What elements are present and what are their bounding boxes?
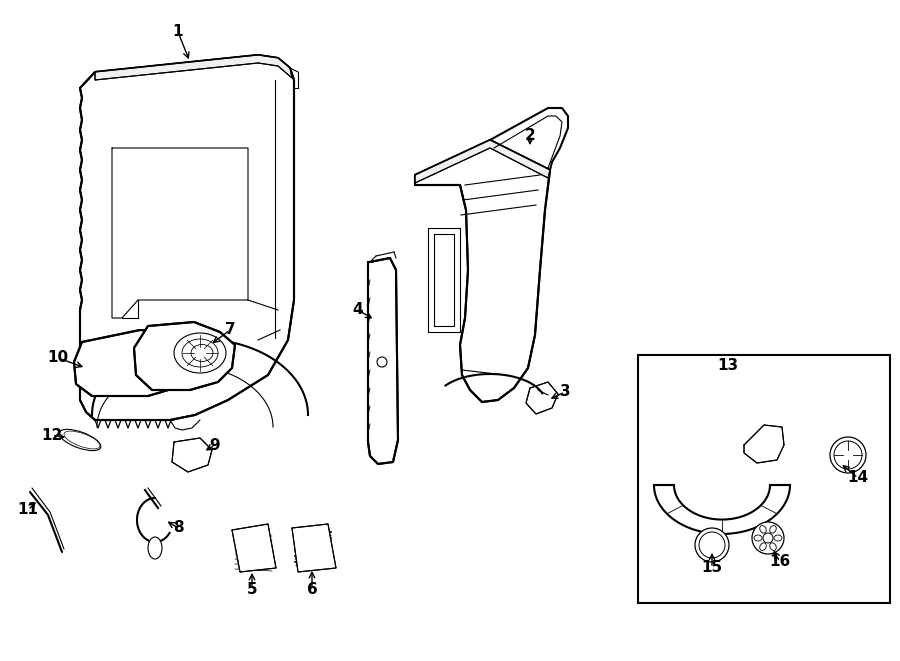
- Polygon shape: [172, 438, 212, 472]
- Ellipse shape: [770, 525, 777, 533]
- Text: 4: 4: [353, 303, 364, 317]
- Ellipse shape: [760, 525, 766, 533]
- Circle shape: [834, 441, 862, 469]
- Bar: [638, 355, 890, 603]
- Circle shape: [695, 528, 729, 562]
- Polygon shape: [74, 330, 192, 396]
- Circle shape: [377, 357, 387, 367]
- Text: 11: 11: [17, 502, 39, 518]
- Text: 10: 10: [48, 350, 68, 366]
- Ellipse shape: [148, 537, 162, 559]
- Ellipse shape: [191, 344, 213, 362]
- Ellipse shape: [760, 543, 766, 551]
- Polygon shape: [526, 382, 558, 414]
- Polygon shape: [95, 55, 292, 80]
- Ellipse shape: [754, 535, 762, 541]
- Circle shape: [830, 437, 866, 473]
- Text: 12: 12: [41, 428, 63, 442]
- Circle shape: [763, 533, 773, 543]
- Text: 6: 6: [307, 582, 318, 598]
- Text: 15: 15: [701, 561, 723, 576]
- Polygon shape: [134, 322, 235, 390]
- Text: 8: 8: [173, 520, 184, 535]
- Circle shape: [699, 532, 725, 558]
- Text: 2: 2: [525, 128, 535, 143]
- Polygon shape: [744, 425, 784, 463]
- Polygon shape: [292, 524, 336, 572]
- Text: 1: 1: [173, 24, 184, 40]
- Ellipse shape: [182, 339, 218, 367]
- Text: 3: 3: [560, 385, 571, 399]
- Ellipse shape: [174, 333, 226, 373]
- Ellipse shape: [770, 543, 777, 551]
- Ellipse shape: [774, 535, 782, 541]
- Polygon shape: [415, 140, 550, 402]
- Polygon shape: [654, 485, 790, 534]
- Circle shape: [752, 522, 784, 554]
- Text: 14: 14: [848, 471, 868, 485]
- Polygon shape: [80, 55, 294, 420]
- Polygon shape: [368, 258, 398, 464]
- Text: 7: 7: [225, 323, 235, 338]
- Ellipse shape: [64, 431, 100, 449]
- Text: 5: 5: [247, 582, 257, 598]
- Polygon shape: [232, 524, 276, 572]
- Text: 9: 9: [210, 438, 220, 453]
- Polygon shape: [415, 140, 550, 183]
- Ellipse shape: [59, 430, 101, 451]
- Text: 16: 16: [770, 555, 790, 570]
- Text: 13: 13: [717, 358, 739, 373]
